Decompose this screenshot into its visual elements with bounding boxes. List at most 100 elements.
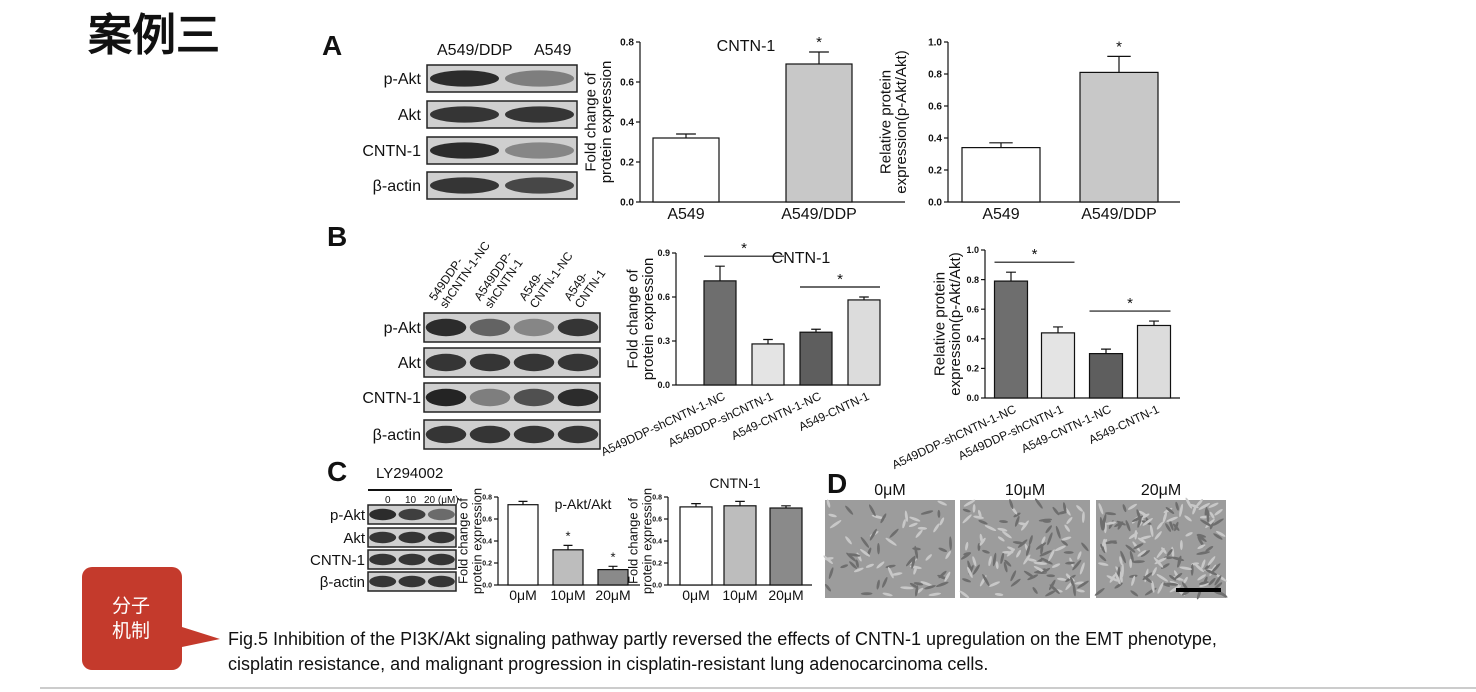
- panel-label: A: [322, 30, 342, 61]
- bar: [597, 568, 629, 586]
- treatment-label: LY294002: [376, 465, 443, 482]
- cell: [917, 526, 928, 530]
- cell: [882, 592, 893, 597]
- image-label: 0μM: [874, 482, 905, 499]
- cell: [845, 536, 852, 545]
- cell: [1076, 505, 1083, 512]
- cell: [1151, 567, 1157, 576]
- cell: [860, 592, 873, 596]
- cell: [1120, 550, 1126, 564]
- y-tick-label: 0.0: [482, 582, 492, 589]
- cell: [1165, 506, 1175, 514]
- blot-band: [469, 425, 511, 444]
- cell: [1023, 554, 1031, 565]
- cell: [1213, 582, 1223, 590]
- cell: [1025, 544, 1031, 557]
- cell: [939, 517, 945, 526]
- cell: [977, 509, 982, 518]
- cell: [938, 547, 948, 552]
- y-tick-label: 0.9: [657, 248, 670, 258]
- cell: [1192, 505, 1197, 515]
- chart-title: p-Akt/Akt: [555, 496, 612, 512]
- cell: [1072, 583, 1076, 597]
- cell: [1179, 539, 1183, 551]
- cell: [1185, 497, 1193, 509]
- cell: [1033, 565, 1046, 573]
- cell: [1154, 557, 1167, 565]
- y-tick-label: 0.8: [652, 494, 662, 501]
- cell: [914, 545, 919, 559]
- cell: [920, 510, 934, 515]
- cell: [1137, 516, 1142, 528]
- cell: [1034, 498, 1043, 509]
- cell: [963, 499, 976, 507]
- cell: [1102, 538, 1106, 547]
- cell: [1041, 536, 1046, 545]
- chart-title: CNTN-1: [717, 38, 776, 55]
- image-label: 20μM: [1141, 482, 1181, 499]
- cell: [1114, 572, 1121, 585]
- cell: [876, 579, 880, 590]
- cell: [1102, 518, 1106, 531]
- cell: [1214, 508, 1223, 516]
- cell: [885, 537, 897, 546]
- blot-row: p-Akt: [384, 71, 422, 88]
- cell: [880, 513, 887, 524]
- bar: [769, 507, 803, 586]
- x-tick-label: 10μM: [722, 587, 757, 603]
- cell: [1114, 582, 1123, 589]
- cell: [1045, 525, 1052, 534]
- cell: [868, 504, 876, 517]
- cell: [1098, 503, 1104, 515]
- cell: [1070, 576, 1074, 587]
- blot-band: [469, 388, 511, 407]
- blot-band: [425, 318, 467, 337]
- blot-band: [398, 531, 426, 544]
- cell: [913, 582, 924, 586]
- blot-band: [557, 425, 599, 444]
- cell: [877, 543, 880, 555]
- cell: [1190, 563, 1194, 576]
- cell: [1190, 504, 1199, 509]
- dose-label: 10: [405, 495, 417, 506]
- error-bar: [781, 505, 791, 508]
- cell: [1133, 543, 1144, 550]
- error-bar: [691, 503, 701, 507]
- cell: [1046, 574, 1056, 578]
- blot-band: [513, 388, 555, 407]
- panel-label: D: [827, 468, 847, 499]
- blot-band: [427, 531, 455, 544]
- blot-band: [427, 508, 455, 521]
- y-tick-label: 0.8: [966, 275, 979, 285]
- blot-band: [369, 553, 397, 566]
- cell: [1131, 575, 1136, 586]
- y-axis-label: expression(p-Akt/Akt): [947, 252, 964, 395]
- y-tick-label: 0.6: [652, 516, 662, 523]
- cell: [911, 555, 916, 569]
- cell: [1131, 560, 1145, 564]
- cell: [860, 536, 870, 548]
- cell: [1209, 511, 1215, 519]
- bar: [961, 147, 1041, 203]
- y-tick-label: 0.2: [482, 560, 492, 567]
- cell: [900, 586, 914, 590]
- error-bar: [735, 500, 745, 506]
- blot-band: [505, 106, 574, 123]
- cell: [997, 527, 1008, 532]
- y-axis-label: protein expression: [639, 488, 654, 594]
- cell: [1139, 535, 1152, 540]
- blot-row: Akt: [398, 107, 422, 124]
- cell: [1169, 585, 1182, 593]
- cell: [908, 522, 918, 528]
- cell: [1077, 580, 1089, 589]
- blot-band: [557, 388, 599, 407]
- significance: *: [837, 271, 843, 288]
- cell: [1119, 556, 1123, 566]
- blot-row: β-actin: [373, 178, 421, 195]
- cell: [1149, 524, 1154, 537]
- y-axis-label: Fold change of: [626, 498, 641, 584]
- error-bar: [1053, 326, 1063, 333]
